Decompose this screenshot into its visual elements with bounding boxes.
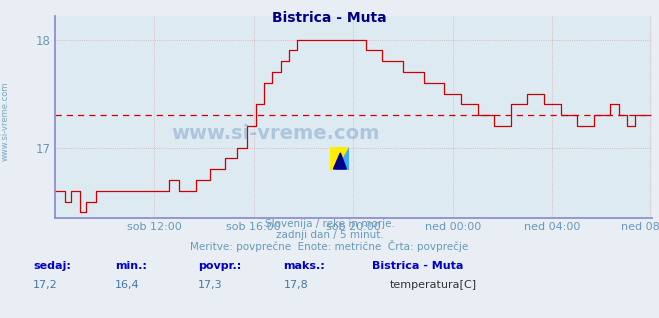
Text: maks.:: maks.: [283, 261, 325, 271]
Text: 17,2: 17,2 [33, 280, 58, 290]
Polygon shape [333, 153, 347, 169]
Text: povpr.:: povpr.: [198, 261, 241, 271]
Text: Slovenija / reke in morje.: Slovenija / reke in morje. [264, 219, 395, 229]
Text: Bistrica - Muta: Bistrica - Muta [272, 11, 387, 25]
Text: min.:: min.: [115, 261, 147, 271]
Text: temperatura[C]: temperatura[C] [390, 280, 477, 290]
Polygon shape [337, 147, 349, 170]
Text: Meritve: povprečne  Enote: metrične  Črta: povprečje: Meritve: povprečne Enote: metrične Črta:… [190, 240, 469, 252]
Text: Bistrica - Muta: Bistrica - Muta [372, 261, 464, 271]
Text: 17,8: 17,8 [283, 280, 308, 290]
Text: www.si-vreme.com: www.si-vreme.com [171, 123, 380, 142]
Text: sedaj:: sedaj: [33, 261, 71, 271]
Text: 16,4: 16,4 [115, 280, 140, 290]
Text: www.si-vreme.com: www.si-vreme.com [1, 81, 10, 161]
Text: zadnji dan / 5 minut.: zadnji dan / 5 minut. [275, 231, 384, 240]
Text: 17,3: 17,3 [198, 280, 222, 290]
